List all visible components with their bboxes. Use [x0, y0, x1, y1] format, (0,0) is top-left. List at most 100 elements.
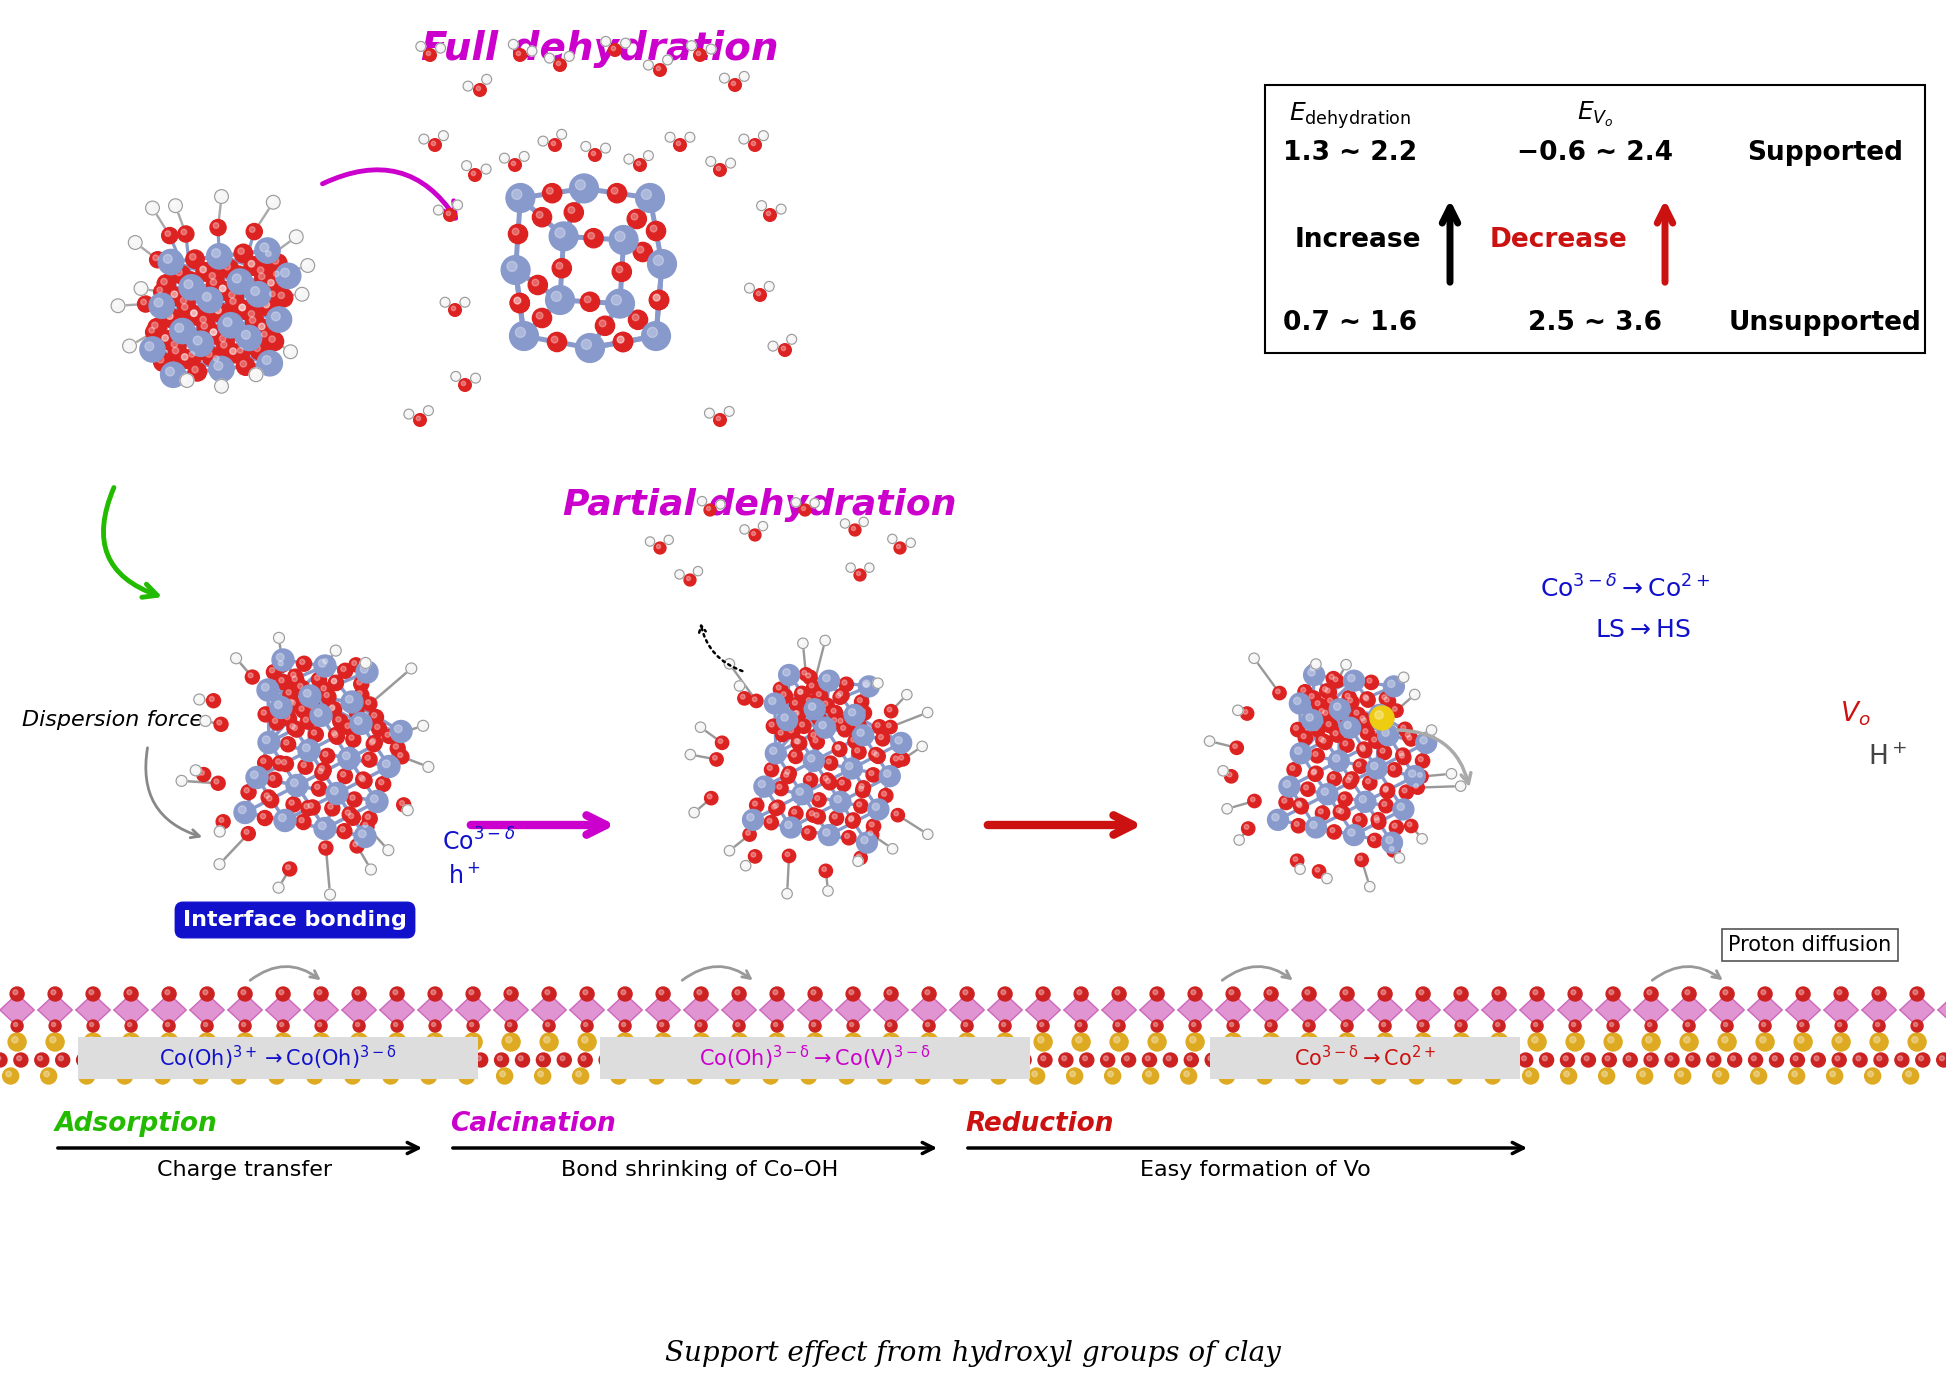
Circle shape — [648, 539, 650, 541]
Circle shape — [1306, 691, 1321, 705]
Circle shape — [167, 337, 187, 355]
Circle shape — [1282, 799, 1286, 803]
Circle shape — [265, 793, 278, 807]
Circle shape — [245, 257, 263, 276]
Circle shape — [1397, 722, 1413, 736]
Circle shape — [344, 810, 360, 825]
Circle shape — [1419, 835, 1423, 839]
Circle shape — [284, 715, 290, 719]
Circle shape — [51, 1023, 56, 1027]
Circle shape — [1300, 1032, 1317, 1051]
Circle shape — [1876, 1056, 1882, 1060]
Circle shape — [778, 206, 782, 210]
Circle shape — [576, 1072, 582, 1077]
Circle shape — [241, 785, 257, 800]
Circle shape — [1428, 727, 1432, 730]
Circle shape — [12, 1020, 23, 1032]
Circle shape — [1296, 866, 1300, 870]
Circle shape — [504, 988, 518, 1002]
Circle shape — [162, 278, 167, 285]
Polygon shape — [115, 995, 148, 1025]
Circle shape — [368, 736, 381, 750]
Circle shape — [1456, 1037, 1461, 1042]
Circle shape — [629, 311, 648, 329]
Circle shape — [1356, 713, 1372, 727]
Circle shape — [117, 1067, 132, 1084]
Circle shape — [858, 676, 880, 697]
Circle shape — [514, 297, 522, 304]
Circle shape — [611, 295, 621, 305]
Circle shape — [666, 537, 669, 540]
Circle shape — [1333, 677, 1339, 681]
Circle shape — [372, 722, 387, 736]
Circle shape — [358, 774, 372, 789]
Circle shape — [1565, 1072, 1568, 1077]
Circle shape — [848, 816, 854, 821]
Circle shape — [348, 1072, 354, 1077]
Circle shape — [356, 680, 362, 686]
Circle shape — [1646, 1037, 1652, 1042]
Circle shape — [210, 329, 216, 336]
Text: $\mathrm{Co(Oh)^{3+} \rightarrow Co(Oh)^{3-\delta}}$: $\mathrm{Co(Oh)^{3+} \rightarrow Co(Oh)^… — [160, 1044, 397, 1072]
Circle shape — [249, 260, 255, 267]
Circle shape — [767, 818, 773, 824]
Circle shape — [1683, 1037, 1689, 1042]
Circle shape — [1940, 1056, 1944, 1060]
Circle shape — [613, 333, 632, 351]
Circle shape — [434, 1056, 440, 1060]
Circle shape — [286, 347, 292, 353]
Circle shape — [304, 690, 311, 697]
Circle shape — [473, 375, 477, 379]
Circle shape — [218, 192, 222, 197]
Circle shape — [739, 860, 751, 872]
Circle shape — [290, 673, 304, 688]
Circle shape — [341, 691, 364, 713]
Circle shape — [811, 732, 815, 737]
Circle shape — [1331, 1053, 1345, 1067]
Circle shape — [1773, 1056, 1777, 1060]
Circle shape — [1911, 988, 1925, 1002]
Circle shape — [724, 1067, 741, 1084]
Circle shape — [226, 344, 245, 362]
Circle shape — [1063, 1056, 1066, 1060]
Circle shape — [269, 1067, 284, 1084]
Circle shape — [1205, 1053, 1220, 1067]
Circle shape — [1226, 988, 1240, 1002]
Circle shape — [286, 690, 292, 695]
Circle shape — [49, 988, 62, 1002]
Text: 1.3 ~ 2.2: 1.3 ~ 2.2 — [1282, 140, 1417, 166]
Circle shape — [823, 674, 831, 681]
Circle shape — [1240, 706, 1253, 720]
Polygon shape — [1786, 995, 1820, 1025]
Circle shape — [919, 743, 922, 747]
Circle shape — [1518, 1053, 1533, 1067]
Circle shape — [860, 837, 868, 844]
Circle shape — [90, 990, 93, 995]
Circle shape — [1317, 809, 1323, 814]
Circle shape — [214, 222, 218, 228]
Polygon shape — [191, 995, 224, 1025]
Circle shape — [1187, 1056, 1193, 1060]
Circle shape — [1489, 1072, 1493, 1077]
Circle shape — [1076, 990, 1082, 995]
Circle shape — [788, 750, 804, 764]
Circle shape — [280, 269, 290, 277]
Circle shape — [527, 46, 537, 56]
Circle shape — [1308, 669, 1315, 676]
Circle shape — [197, 768, 210, 782]
Circle shape — [381, 729, 397, 743]
Circle shape — [191, 311, 197, 316]
Circle shape — [290, 800, 294, 806]
Circle shape — [553, 259, 572, 278]
Circle shape — [891, 753, 905, 768]
Circle shape — [732, 81, 736, 85]
Circle shape — [1265, 988, 1279, 1002]
Circle shape — [216, 828, 220, 832]
Circle shape — [259, 273, 265, 280]
Circle shape — [198, 1032, 216, 1051]
Circle shape — [1374, 1072, 1380, 1077]
Circle shape — [646, 152, 648, 157]
Circle shape — [874, 753, 880, 757]
Circle shape — [212, 249, 220, 257]
Circle shape — [845, 1032, 862, 1051]
